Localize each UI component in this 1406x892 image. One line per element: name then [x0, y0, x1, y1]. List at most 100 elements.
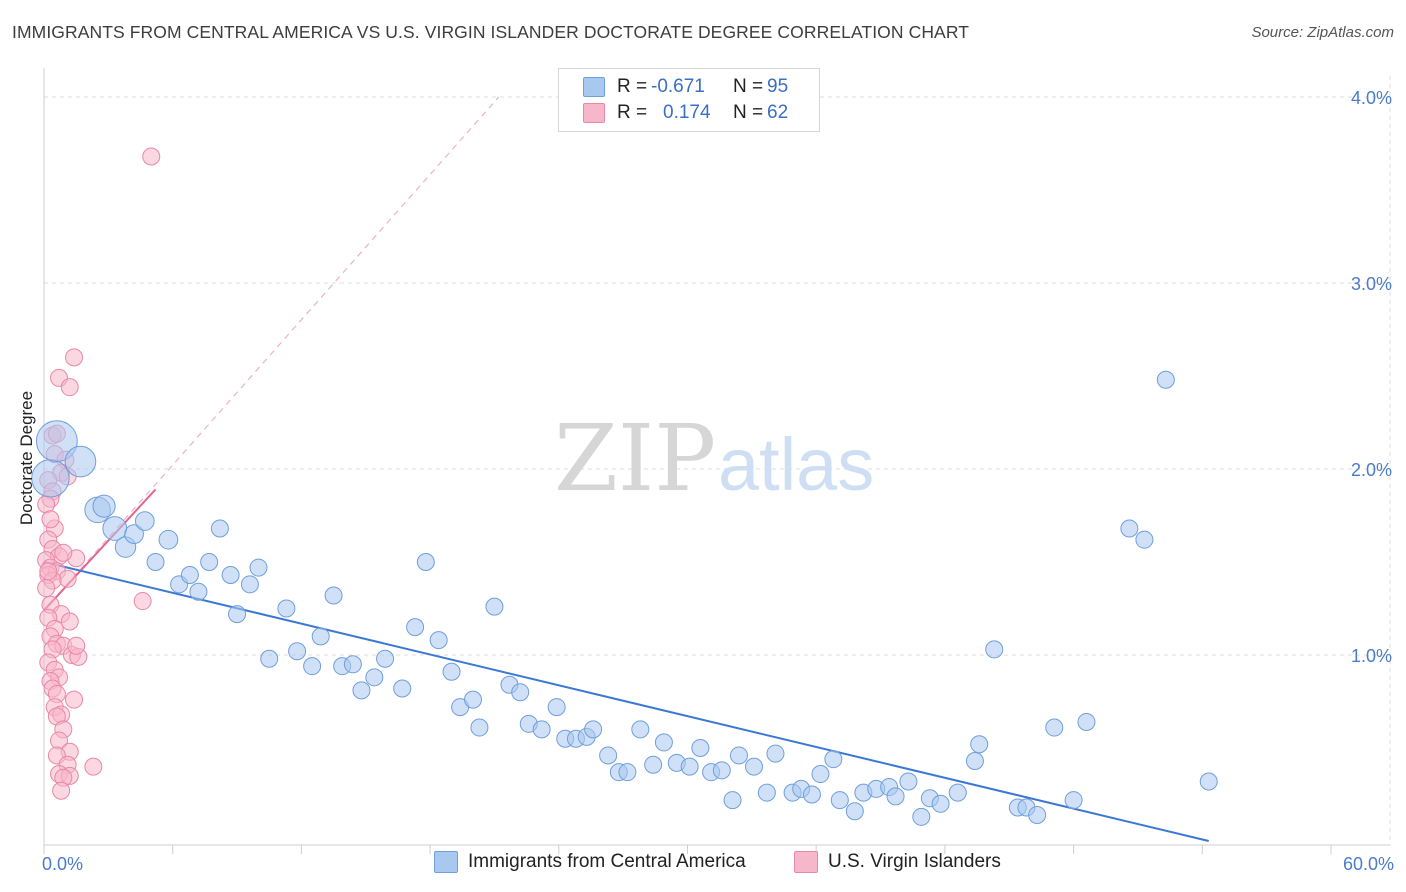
axes — [43, 68, 1390, 854]
central-america-point — [146, 553, 165, 571]
central-america-point — [240, 575, 259, 594]
central-america-point — [228, 605, 247, 624]
legend-swatch-pink-icon — [583, 103, 605, 123]
central-america-point — [1135, 530, 1154, 549]
legend-r-label: R = — [617, 102, 648, 123]
legend-r-value: 0.174 — [663, 102, 711, 123]
y-tick-label: 3.0% — [1351, 274, 1392, 294]
legend-label: Immigrants from Central America — [468, 851, 746, 872]
central-america-point — [485, 597, 504, 616]
central-america-point — [1064, 791, 1083, 810]
correlation-legend: R = -0.671 N = 95 R = 0.174 N = 62 — [558, 68, 820, 132]
central-america-point — [406, 618, 425, 637]
virgin-islanders-point — [52, 781, 71, 800]
central-america-point — [912, 807, 931, 826]
central-america-point — [1077, 712, 1096, 731]
central-america-point — [886, 787, 905, 806]
central-america-point — [324, 586, 343, 605]
series-legend: Immigrants from Central America U.S. Vir… — [0, 851, 1406, 877]
central-america-point — [931, 794, 950, 813]
virgin-islanders-point — [60, 612, 79, 631]
legend-item-virgin-islanders[interactable]: U.S. Virgin Islanders — [794, 851, 1001, 873]
x-tick-label: 60.0% — [1343, 854, 1394, 874]
central-america-point — [134, 511, 155, 531]
central-america-point — [644, 755, 663, 774]
central-america-point — [948, 783, 967, 802]
virgin-islanders-point — [142, 147, 161, 166]
central-america-point — [376, 649, 395, 668]
central-america-point — [1045, 718, 1064, 737]
central-america-point — [124, 524, 144, 544]
legend-n-value: 62 — [767, 102, 789, 123]
x-tick-label: 0.0% — [42, 854, 83, 874]
virgin-islanders-point — [54, 543, 73, 562]
legend-item-central-america[interactable]: Immigrants from Central America — [434, 851, 746, 873]
virgin-islanders-point — [37, 495, 56, 514]
virgin-islanders-point — [39, 562, 58, 581]
central-america-point — [200, 553, 219, 571]
central-america-point — [1199, 772, 1218, 791]
central-america-point — [416, 553, 435, 571]
virgin-islanders-points — [37, 147, 161, 800]
central-america-point — [180, 566, 199, 585]
central-america-point — [618, 763, 637, 782]
central-america-point — [654, 733, 673, 752]
legend-row-virgin-islanders: R = 0.174 N = 62 — [583, 101, 788, 125]
central-america-point — [729, 746, 748, 765]
central-america-point — [547, 698, 566, 717]
central-america-point — [1028, 805, 1047, 824]
central-america-point — [352, 681, 371, 700]
central-america-points — [31, 370, 1218, 826]
legend-r-value: -0.671 — [651, 76, 705, 97]
central-america-point — [260, 649, 279, 668]
legend-row-central-america: R = -0.671 N = 95 — [583, 75, 788, 99]
grid-lines — [44, 76, 1391, 845]
central-america-point — [343, 655, 362, 674]
central-america-point — [64, 445, 97, 478]
central-america-point — [712, 761, 731, 780]
virgin-islanders-point — [67, 636, 86, 655]
central-america-point — [584, 720, 603, 739]
virgin-islanders-point — [41, 510, 60, 529]
central-america-point — [845, 802, 864, 821]
central-america-point — [365, 668, 384, 687]
central-america-point — [92, 494, 116, 518]
virgin-islanders-trend-line — [43, 488, 157, 612]
central-america-point — [429, 631, 448, 650]
central-america-point — [277, 599, 296, 618]
central-america-point — [464, 690, 482, 709]
central-america-point — [631, 720, 650, 739]
central-america-point — [511, 683, 530, 702]
central-america-point — [35, 420, 78, 463]
virgin-islanders-point — [37, 579, 56, 598]
central-america-point — [830, 791, 849, 810]
legend-swatch-pink-icon — [794, 851, 818, 873]
central-america-point — [757, 783, 776, 802]
central-america-point — [766, 744, 785, 763]
virgin-islanders-point — [84, 757, 103, 776]
legend-r-label: R = — [617, 76, 648, 97]
source-credit: Source: ZipAtlas.com — [1251, 24, 1394, 41]
legend-n-label: N = — [733, 76, 764, 97]
central-america-point — [1120, 519, 1139, 538]
central-america-point — [189, 582, 208, 601]
central-america-point — [811, 765, 830, 784]
legend-n-label: N = — [733, 102, 764, 123]
central-america-point — [680, 757, 699, 776]
central-america-point — [393, 679, 412, 698]
chart-title: IMMIGRANTS FROM CENTRAL AMERICA VS U.S. … — [12, 22, 970, 42]
central-america-point — [1156, 370, 1175, 389]
central-america-point — [965, 752, 984, 771]
central-america-point — [442, 662, 461, 681]
y-axis-label: Doctorate Degree — [17, 391, 36, 525]
y-tick-label: 2.0% — [1351, 460, 1392, 480]
central-america-point — [303, 657, 322, 676]
watermark-atlas: atlas — [718, 423, 874, 506]
central-america-point — [744, 757, 763, 776]
central-america-point — [470, 718, 489, 737]
virgin-islanders-point — [65, 690, 84, 709]
legend-label: U.S. Virgin Islanders — [828, 851, 1001, 872]
y-tick-label: 4.0% — [1351, 88, 1392, 108]
central-america-point — [802, 785, 821, 804]
